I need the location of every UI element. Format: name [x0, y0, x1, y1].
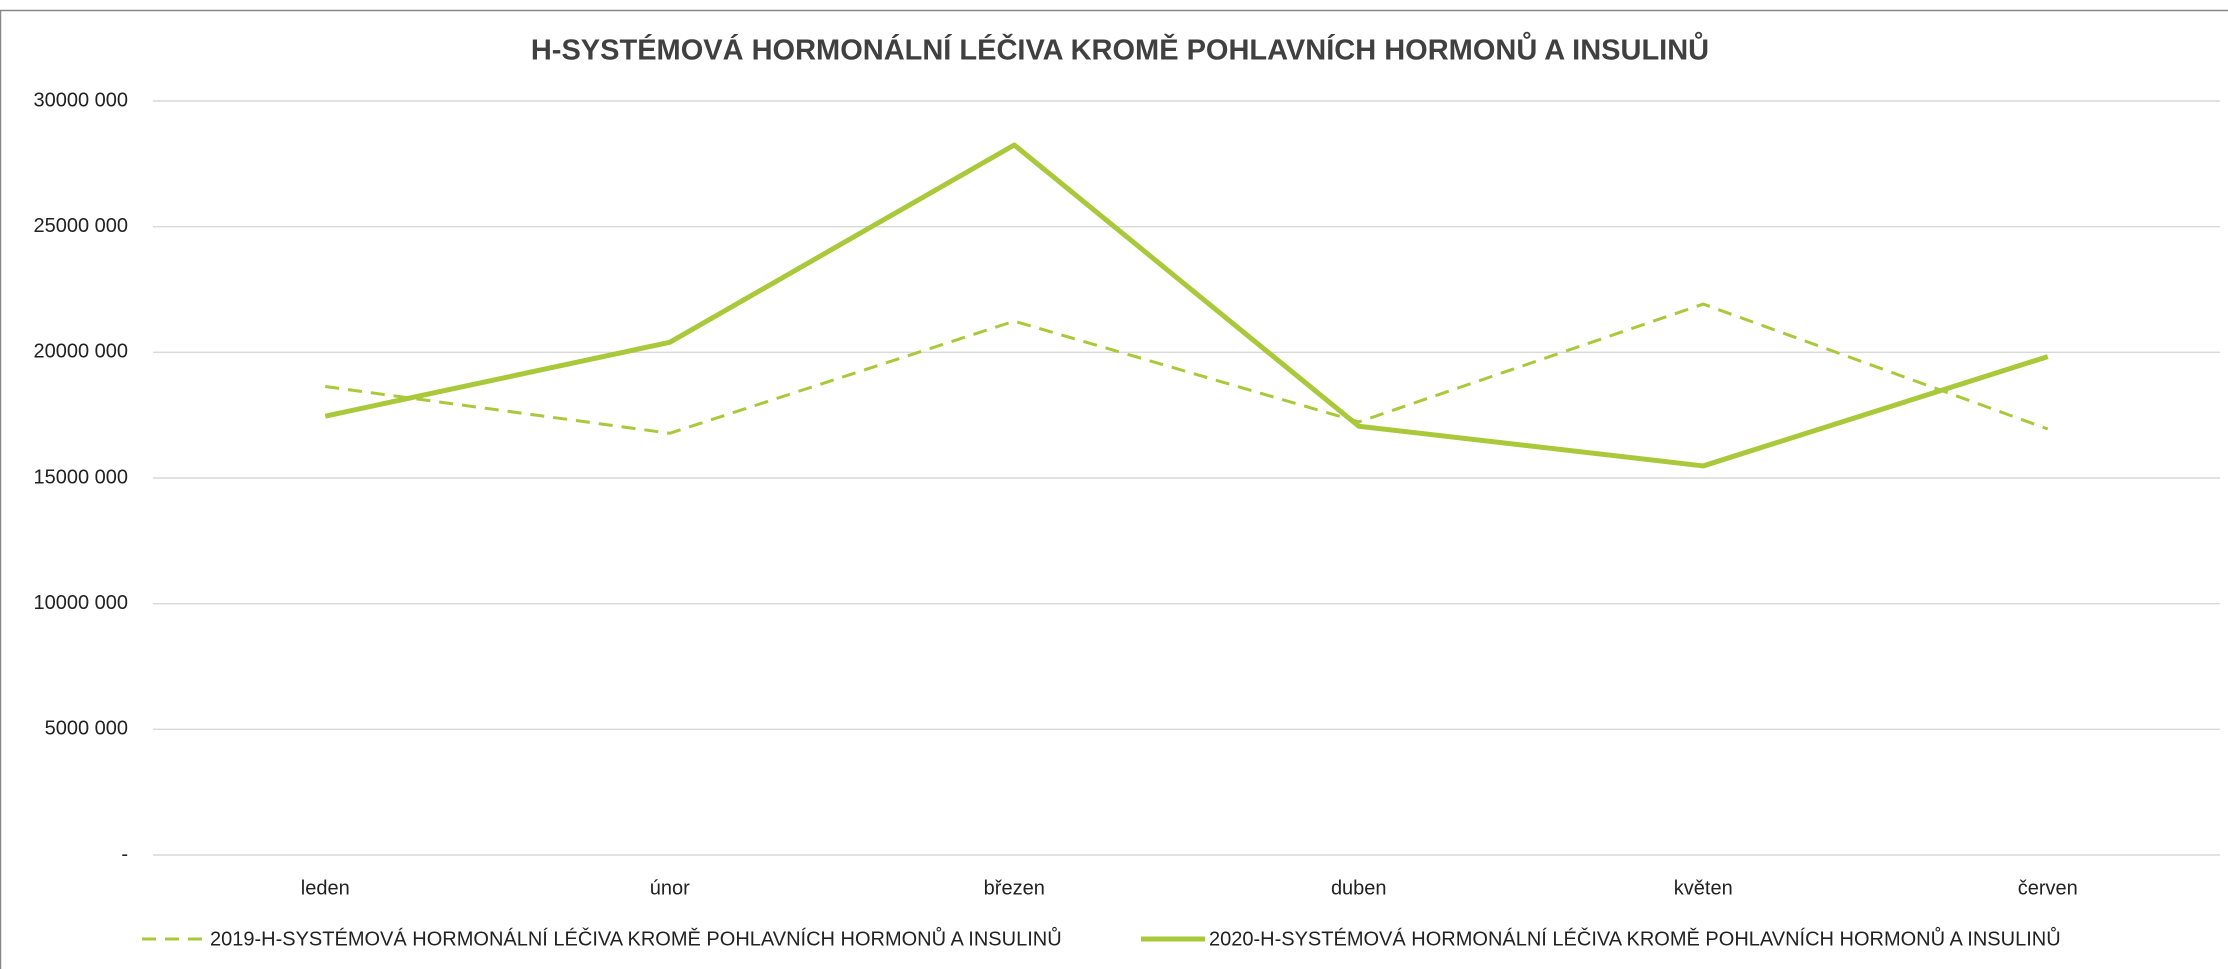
line-series [324, 142, 2049, 469]
x-tick-label: březen [984, 877, 1045, 899]
chart-title: H-SYSTÉMOVÁ HORMONÁLNÍ LÉČIVA KROMĚ POHL… [531, 31, 1709, 67]
y-tick-label: 25000 000 [33, 215, 128, 237]
y-tick-label: 30000 000 [33, 89, 128, 111]
y-tick-label: 10000 000 [33, 592, 128, 614]
y-tick-label: 15000 000 [33, 466, 128, 488]
legend-label: 2020-H-SYSTÉMOVÁ HORMONÁLNÍ LÉČIVA KROMĚ… [1209, 926, 2061, 950]
y-tick-label: 20000 000 [33, 341, 128, 363]
x-tick-label: duben [1331, 877, 1387, 899]
x-tick-label: květen [1674, 877, 1733, 899]
x-tick-label: únor [650, 877, 690, 899]
y-tick-label: - [121, 843, 128, 865]
chart-border [0, 9, 2228, 969]
x-tick-label: červen [2018, 877, 2078, 899]
legend-label: 2019-H-SYSTÉMOVÁ HORMONÁLNÍ LÉČIVA KROMĚ… [210, 926, 1062, 950]
line-series [325, 302, 2049, 435]
y-tick-label: 5000 000 [45, 718, 128, 740]
x-tick-label: leden [301, 877, 350, 899]
